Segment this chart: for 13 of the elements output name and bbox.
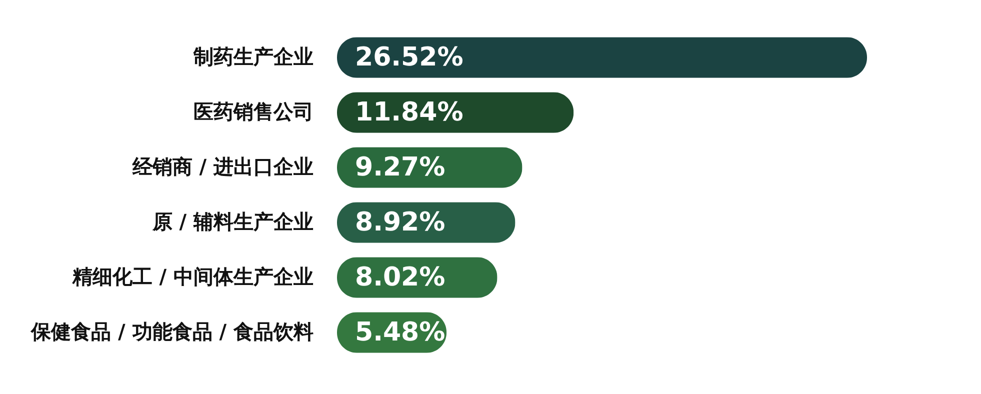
y-tick-label: 医药销售公司 xyxy=(194,100,314,124)
data-label: 9.27% xyxy=(355,152,446,182)
bar xyxy=(337,37,867,78)
data-label: 8.92% xyxy=(355,208,446,238)
y-tick-label: 制药生产企业 xyxy=(192,44,314,68)
data-label: 8.02% xyxy=(355,262,446,292)
y-tick-label: 保健食品 / 功能食品 / 食品饮料 xyxy=(30,320,314,344)
y-tick-label: 经销商 / 进出口企业 xyxy=(131,154,314,178)
data-label: 26.52% xyxy=(355,42,464,72)
y-tick-label: 原 / 辅料生产企业 xyxy=(151,210,314,234)
data-label: 11.84% xyxy=(355,98,464,128)
data-label: 5.48% xyxy=(355,318,446,348)
y-tick-label: 精细化工 / 中间体生产企业 xyxy=(71,264,314,288)
